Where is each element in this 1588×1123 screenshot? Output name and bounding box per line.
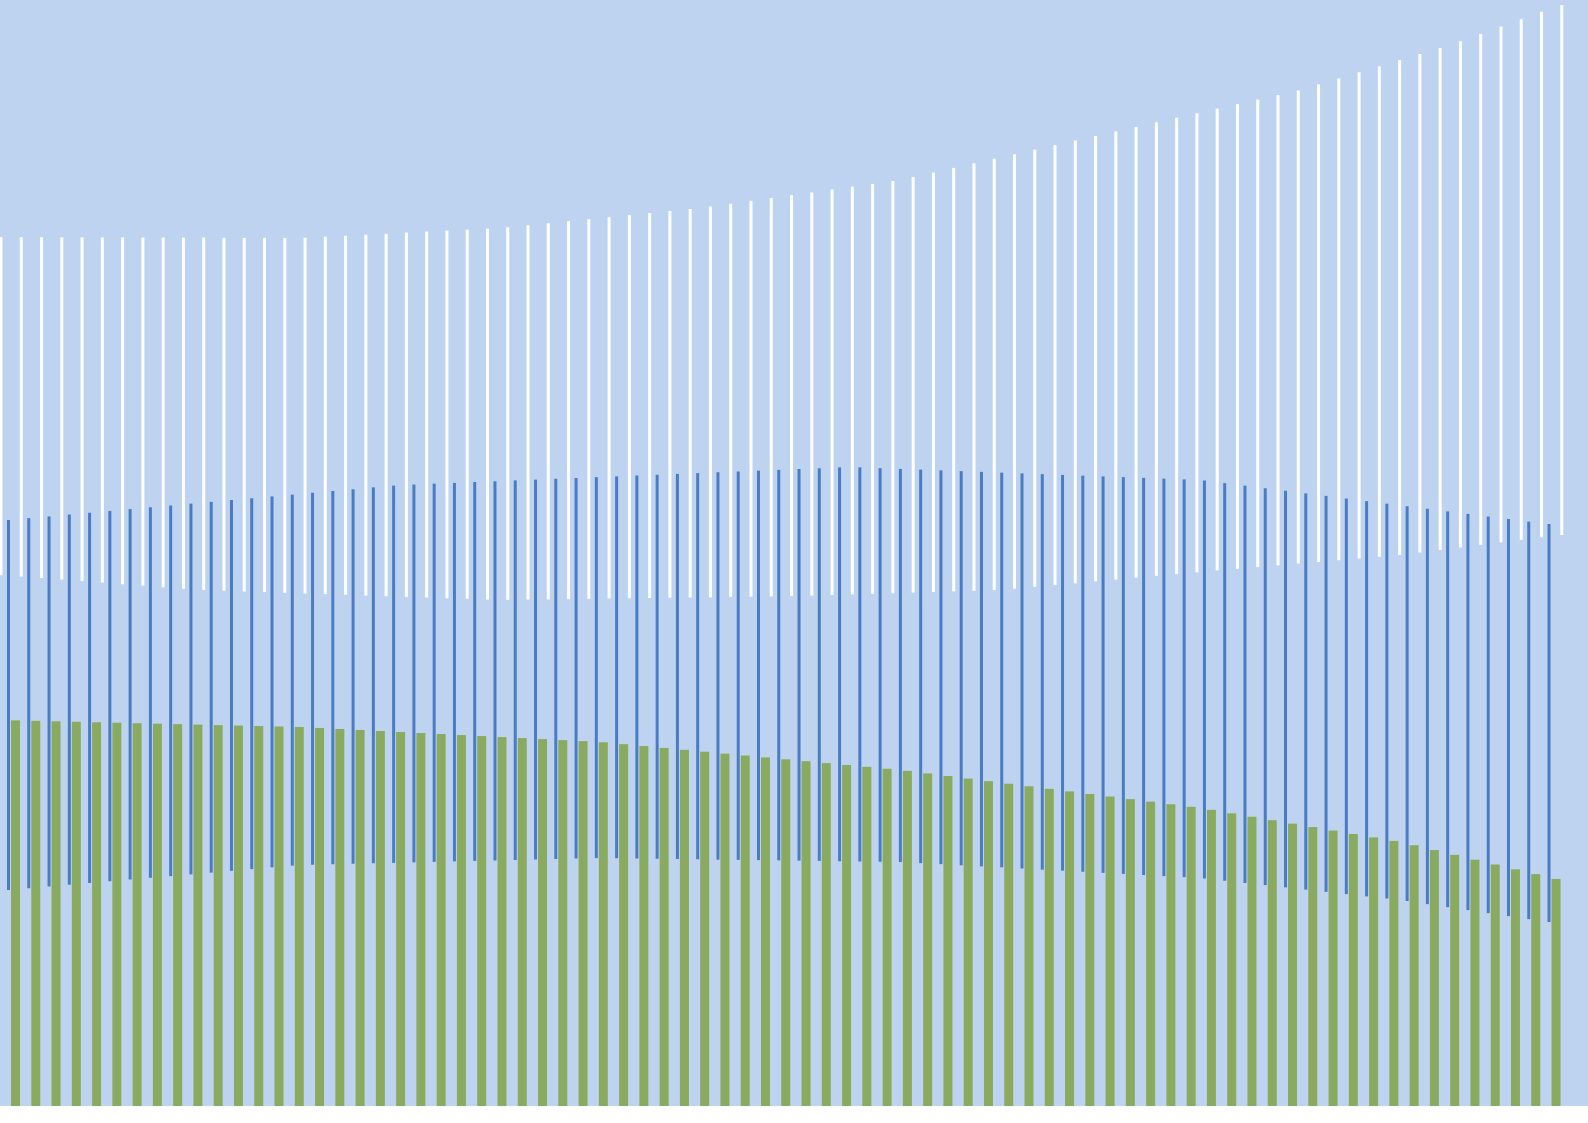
green-stripe [659, 747, 669, 1106]
green-stripe [456, 735, 466, 1106]
green-stripe [1551, 878, 1561, 1106]
green-stripe [882, 768, 892, 1106]
green-stripe [1085, 793, 1095, 1106]
green-stripe [416, 733, 426, 1106]
green-stripe [1308, 827, 1318, 1106]
green-stripe [233, 725, 243, 1106]
green-stripe [760, 757, 770, 1106]
green-stripe [923, 773, 933, 1106]
green-stripe [213, 725, 223, 1106]
green-stripe [801, 761, 811, 1106]
green-stripe [1024, 786, 1034, 1106]
green-stripe [315, 727, 325, 1106]
green-stripe [1105, 796, 1115, 1106]
green-stripe [11, 720, 20, 1106]
green-stripe [720, 753, 730, 1106]
green-stripe [1328, 830, 1338, 1106]
green-stripe [1125, 799, 1135, 1106]
green-stripe [1247, 816, 1257, 1106]
green-stripe [578, 741, 588, 1106]
green-stripe [943, 776, 953, 1106]
green-stripe [477, 736, 487, 1106]
green-stripe [1044, 788, 1054, 1106]
green-stripe [51, 721, 61, 1106]
green-stripe [375, 730, 385, 1106]
green-stripe [294, 726, 304, 1106]
green-stripe [679, 749, 689, 1106]
green-stripe [1146, 801, 1156, 1106]
green-stripe [700, 751, 710, 1106]
green-stripe [152, 723, 162, 1106]
green-stripe [1348, 833, 1358, 1106]
green-stripe [619, 744, 629, 1106]
green-stripe [1186, 806, 1196, 1106]
green-stripe [436, 734, 446, 1106]
green-stripe [112, 722, 122, 1106]
green-stripe [497, 737, 507, 1106]
green-stripe [538, 739, 548, 1106]
green-stripe [1470, 859, 1480, 1106]
green-stripe [335, 728, 345, 1106]
green-stripe [173, 724, 183, 1106]
green-stripe [1288, 823, 1298, 1106]
green-stripe [598, 742, 608, 1106]
green-stripe [821, 763, 831, 1106]
green-stripe [92, 722, 102, 1106]
green-stripe [517, 738, 527, 1106]
green-stripe [71, 721, 81, 1106]
green-stripe [396, 732, 406, 1106]
green-stripe [1206, 809, 1216, 1106]
green-stripe [781, 759, 791, 1106]
green-stripe [558, 740, 568, 1106]
green-stripe [1450, 854, 1460, 1106]
green-stripe [1267, 820, 1277, 1106]
green-stripe [1510, 869, 1520, 1106]
green-stripe [1227, 813, 1237, 1106]
green-stripe [842, 764, 852, 1106]
green-stripe [1065, 791, 1075, 1106]
green-stripe [1409, 845, 1419, 1106]
green-stripe [274, 726, 284, 1106]
green-stripe [902, 770, 912, 1106]
green-stripe [193, 724, 203, 1106]
green-stripe [1429, 850, 1439, 1106]
green-stripe [639, 746, 649, 1106]
green-stripe [31, 720, 41, 1106]
green-stripe [355, 729, 365, 1106]
green-stripe [1004, 783, 1014, 1106]
green-stripe [983, 781, 993, 1106]
green-stripe [1490, 864, 1500, 1106]
green-stripe [254, 726, 264, 1106]
green-stripe [1531, 874, 1541, 1106]
green-stripe [1369, 837, 1379, 1106]
green-stripe [1389, 840, 1399, 1106]
green-stripe [1166, 804, 1176, 1106]
green-stripe [132, 723, 142, 1106]
green-stripe [862, 766, 872, 1106]
green-stripe [740, 755, 750, 1106]
green-stripe [963, 778, 973, 1106]
